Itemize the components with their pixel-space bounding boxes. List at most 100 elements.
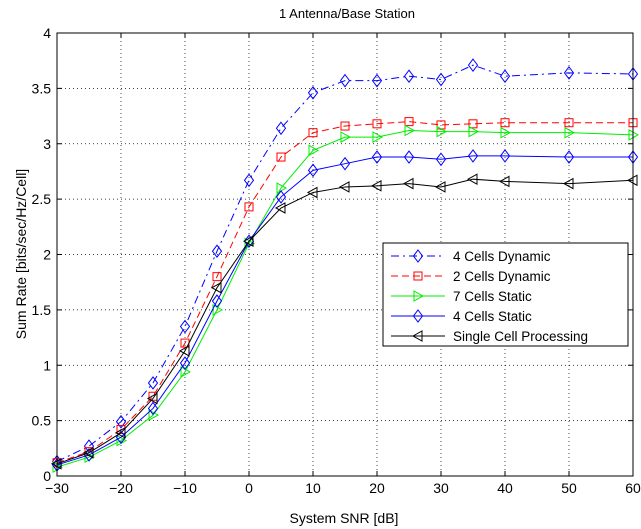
data-point (563, 150, 575, 164)
data-point (146, 392, 158, 405)
series-line (56, 129, 634, 468)
data-point (372, 119, 382, 129)
data-point (404, 124, 416, 137)
data-point (179, 356, 191, 370)
legend-item: 7 Cells Static (391, 289, 532, 304)
data-point (306, 186, 318, 199)
data-point (435, 72, 447, 87)
data-point (242, 235, 254, 248)
axes (56, 32, 634, 477)
data-point (180, 366, 192, 378)
data-point (276, 152, 286, 162)
data-point (340, 121, 350, 131)
data-point (370, 179, 382, 192)
data-point (564, 118, 574, 128)
data-point (467, 149, 479, 163)
y-tick-label: 4 (43, 25, 51, 41)
x-tick-label: 20 (369, 480, 385, 496)
data-point (178, 345, 190, 357)
x-tick-label: 0 (245, 480, 253, 496)
legend: 4 Cells Dynamic 2 Cells Dynamic 7 Cells St… (382, 242, 629, 347)
data-point (274, 202, 286, 214)
data-point (148, 409, 160, 421)
data-point (308, 128, 318, 138)
y-tick-label: 2.5 (32, 191, 52, 207)
data-point (466, 173, 478, 186)
legend-item: 4 Cells Static (391, 309, 532, 324)
series-line (56, 178, 634, 465)
data-point (211, 244, 223, 259)
x-tick-label: 10 (305, 480, 321, 496)
data-point (243, 234, 255, 249)
data-point (468, 125, 480, 138)
y-tick-label: 1 (43, 357, 51, 373)
y-tick-label: 1.5 (32, 302, 52, 318)
x-tick-label: −10 (173, 480, 197, 496)
chart-title: 1 Antenna/Base Station (279, 6, 415, 21)
data-point (338, 181, 350, 193)
data-point (500, 126, 512, 139)
series-line (56, 121, 633, 464)
data-point (243, 173, 255, 188)
data-point (210, 281, 222, 294)
data-point (212, 272, 222, 282)
y-axis-label: Sum Rate [bits/sec/Hz/Cell] (13, 169, 29, 339)
data-point (403, 69, 415, 84)
data-point (115, 414, 127, 429)
legend-item: 2 Cells Dynamic (391, 269, 551, 284)
series-line (56, 64, 634, 463)
series-5 (50, 173, 638, 470)
legend-marker (412, 309, 424, 323)
x-tick-label: −20 (109, 480, 133, 496)
data-point (82, 446, 94, 459)
data-point (244, 202, 254, 212)
legend-label: 4 Cells Static (453, 309, 532, 324)
data-point (275, 190, 287, 204)
x-tick-label: 40 (497, 480, 513, 496)
x-tick-label: 30 (433, 480, 449, 496)
y-tick-label: 0 (43, 468, 51, 484)
legend-label: 7 Cells Static (453, 289, 532, 304)
data-point (212, 304, 224, 316)
data-point (435, 152, 447, 167)
data-point (83, 448, 95, 462)
legend-item: 4 Cells Dynamic (391, 249, 551, 264)
data-point (500, 118, 510, 128)
legend-label: 4 Cells Dynamic (453, 249, 551, 264)
data-point (339, 156, 351, 171)
data-point (562, 177, 574, 190)
data-point (308, 144, 320, 157)
legend-item: Single Cell Processing (391, 329, 588, 344)
data-point (307, 163, 319, 178)
data-point (307, 85, 319, 100)
data-point (468, 119, 478, 129)
data-point (147, 401, 159, 416)
data-point (436, 125, 448, 138)
legend-marker (413, 290, 425, 302)
y-tick-label: 0.5 (32, 413, 52, 429)
x-tick-label: 50 (561, 480, 577, 496)
data-point (434, 181, 446, 193)
tick-labels: −30 −20 −10 0 10 20 30 40 50 60 0 0.5 1 1.5 2 2.5 3 3.5 4 (32, 25, 641, 496)
data-point (275, 121, 287, 136)
legend-label: Single Cell Processing (453, 329, 588, 344)
legend-box (382, 242, 629, 347)
data-point (276, 182, 288, 194)
data-point (372, 131, 384, 143)
y-tick-label: 2 (43, 247, 51, 263)
legend-marker (413, 271, 423, 281)
data-point (340, 131, 352, 143)
data-point (467, 58, 479, 72)
data-point (211, 294, 223, 308)
data-point (499, 149, 511, 163)
data-point (179, 319, 191, 334)
data-point (498, 175, 510, 188)
series-layer (50, 58, 640, 473)
data-point (371, 150, 383, 164)
x-axis-label: System SNR [dB] (290, 510, 399, 526)
data-point (404, 117, 414, 127)
y-tick-label: 3.5 (32, 80, 52, 96)
grid-lines (57, 33, 633, 476)
x-tick-label: 60 (625, 480, 641, 496)
